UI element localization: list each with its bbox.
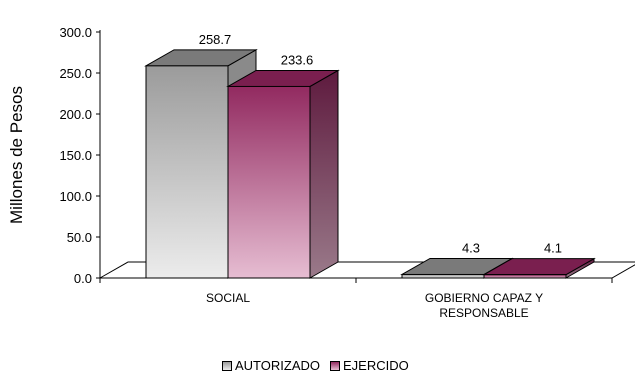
y-tick-label: 200.0: [59, 107, 92, 122]
y-tick-label: 250.0: [59, 66, 92, 81]
y-tick-label: 150.0: [59, 148, 92, 163]
y-tick-label: 100.0: [59, 189, 92, 204]
y-axis-label: Millones de Pesos: [7, 86, 26, 224]
legend-swatch-ejercido: [330, 360, 340, 371]
bar-ejercido-0: [227, 85, 311, 279]
data-label-autorizado-0: 258.7: [199, 32, 232, 47]
y-tick-label: 300.0: [59, 25, 92, 40]
legend-label-autorizado: AUTORIZADO: [235, 358, 320, 373]
data-label-autorizado-1: 4.3: [462, 240, 480, 255]
legend-item-ejercido: EJERCIDO: [330, 358, 409, 373]
data-label-ejercido-1: 4.1: [544, 241, 562, 256]
bar-autorizado-0: [145, 65, 229, 279]
legend-swatch-autorizado: [222, 360, 232, 371]
category-label: RESPONSABLE: [439, 306, 528, 320]
data-label-ejercido-0: 233.6: [281, 52, 314, 67]
bar-ejercido-1: [483, 274, 567, 279]
y-tick-label: 50.0: [67, 230, 92, 245]
legend: AUTORIZADO EJERCIDO: [222, 358, 419, 373]
bar-autorizado-1: [401, 273, 485, 279]
bar-side-ejercido-0: [309, 69, 339, 279]
y-tick-label: 0.0: [74, 271, 92, 286]
legend-item-autorizado: AUTORIZADO: [222, 358, 320, 373]
category-label: SOCIAL: [206, 291, 250, 305]
legend-label-ejercido: EJERCIDO: [343, 358, 409, 373]
category-label: GOBIERNO CAPAZ Y: [425, 291, 543, 305]
